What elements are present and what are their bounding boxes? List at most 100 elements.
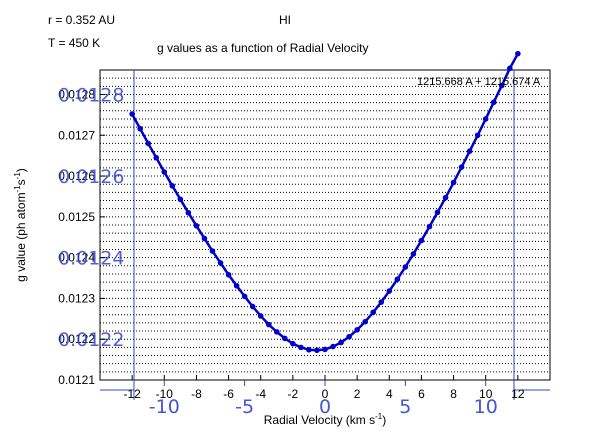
data-point — [338, 339, 344, 346]
data-point — [225, 271, 232, 278]
data-point — [362, 318, 368, 325]
data-point — [185, 209, 192, 216]
data-point — [257, 313, 264, 319]
y-axis-label-mid: s — [14, 179, 28, 185]
data-point — [354, 327, 360, 333]
data-point — [290, 340, 296, 347]
data-point — [153, 154, 160, 161]
data-point — [282, 335, 288, 342]
data-point — [193, 223, 200, 229]
temperature-label: T = 450 K — [48, 36, 101, 50]
data-point — [241, 293, 248, 300]
y-axis-label-sup1: -1 — [13, 185, 22, 193]
x-tick-label: 2 — [354, 387, 361, 401]
overlay-x-label: 0 — [319, 396, 331, 418]
data-point — [482, 116, 489, 122]
data-point — [346, 333, 352, 340]
data-point — [507, 65, 513, 72]
y-axis-label-main: g value (ph atom — [14, 192, 28, 281]
x-axis-label: Radial Velocity (km s-1) — [264, 412, 387, 427]
data-point — [386, 288, 393, 294]
data-point — [273, 329, 280, 335]
data-point — [314, 347, 320, 354]
data-point — [418, 237, 425, 244]
data-point — [466, 148, 473, 154]
data-point — [233, 282, 240, 289]
x-tick-label: 4 — [386, 387, 393, 401]
overlay-y-label: 0.0124 — [58, 248, 124, 270]
x-axis-label-end: ) — [382, 413, 386, 427]
data-point — [498, 82, 505, 89]
data-point — [306, 347, 312, 353]
data-point — [394, 276, 401, 283]
data-point — [265, 321, 272, 328]
y-axis-label-sup2: -1 — [13, 172, 22, 180]
data-point — [402, 264, 409, 270]
y-axis-label-end: ) — [14, 168, 28, 172]
data-point — [330, 343, 336, 350]
x-axis-label-main: Radial Velocity (km s — [264, 413, 375, 427]
radius-label: r = 0.352 AU — [48, 13, 116, 27]
y-tick-label: 0.0121 — [58, 373, 95, 387]
data-point — [298, 344, 304, 351]
data-point — [177, 196, 184, 203]
x-tick-label: -8 — [191, 387, 202, 401]
overlay-x-label: 5 — [399, 396, 411, 418]
x-tick-label: 0 — [322, 387, 329, 401]
y-tick-label: 0.0124 — [58, 251, 95, 265]
y-tick-label: 0.0126 — [58, 169, 95, 183]
y-tick-label: 0.0125 — [58, 210, 95, 224]
data-point — [209, 248, 216, 254]
overlay-lines — [100, 70, 550, 400]
annotation-label: 1215.668 A + 1215.674 A — [417, 76, 541, 88]
data-series — [129, 50, 521, 354]
data-point — [161, 169, 168, 175]
y-tick-label: 0.0123 — [58, 291, 95, 305]
x-tick-label: -12 — [123, 387, 141, 401]
x-tick-label: 12 — [511, 387, 525, 401]
grid-lines — [100, 77, 550, 373]
data-point — [410, 251, 417, 257]
species-label: HI — [279, 13, 291, 27]
x-tick-label: -4 — [255, 387, 266, 401]
chart-title: g values as a function of Radial Velocit… — [157, 41, 369, 55]
x-tick-label: -2 — [288, 387, 299, 401]
overlay-y-label: 0.0122 — [58, 329, 124, 351]
data-point — [217, 260, 224, 266]
data-point — [450, 179, 457, 186]
data-point — [515, 50, 521, 57]
x-tick-label: -6 — [223, 387, 234, 401]
data-point — [249, 303, 256, 310]
x-tick-label: 10 — [479, 387, 493, 401]
x-tick-label: 6 — [418, 387, 425, 401]
axis-ticks — [100, 93, 519, 381]
x-axis-label-sup: -1 — [375, 412, 383, 421]
y-tick-label: 0.0128 — [58, 87, 95, 101]
x-tick-label: 8 — [450, 387, 457, 401]
tick-labels: 0.0121 0.0122 0.0123 0.0124 0.0125 0.0126 0.01… — [58, 87, 525, 401]
y-tick-label: 0.0122 — [58, 332, 95, 346]
data-point — [169, 183, 176, 189]
y-axis-label: g value (ph atom-1s-1) — [13, 168, 28, 282]
overlay-x-label: -5 — [235, 396, 254, 418]
data-point — [378, 299, 385, 305]
data-point — [129, 111, 135, 117]
data-point — [458, 164, 465, 170]
data-point — [426, 223, 433, 230]
overlay-x-label: -10 — [149, 396, 180, 418]
data-point — [442, 194, 449, 201]
overlay-y-label: 0.0128 — [58, 84, 124, 106]
data-point — [474, 132, 481, 139]
overlay-y-label: 0.0126 — [58, 166, 124, 188]
data-point — [322, 346, 328, 353]
overlay-x-label: 10 — [474, 396, 498, 418]
x-tick-label: -10 — [156, 387, 174, 401]
data-point — [490, 99, 497, 106]
data-point — [145, 140, 152, 147]
y-tick-label: 0.0127 — [58, 128, 95, 142]
data-point — [434, 209, 441, 216]
data-point — [201, 235, 208, 242]
data-point — [370, 309, 377, 316]
